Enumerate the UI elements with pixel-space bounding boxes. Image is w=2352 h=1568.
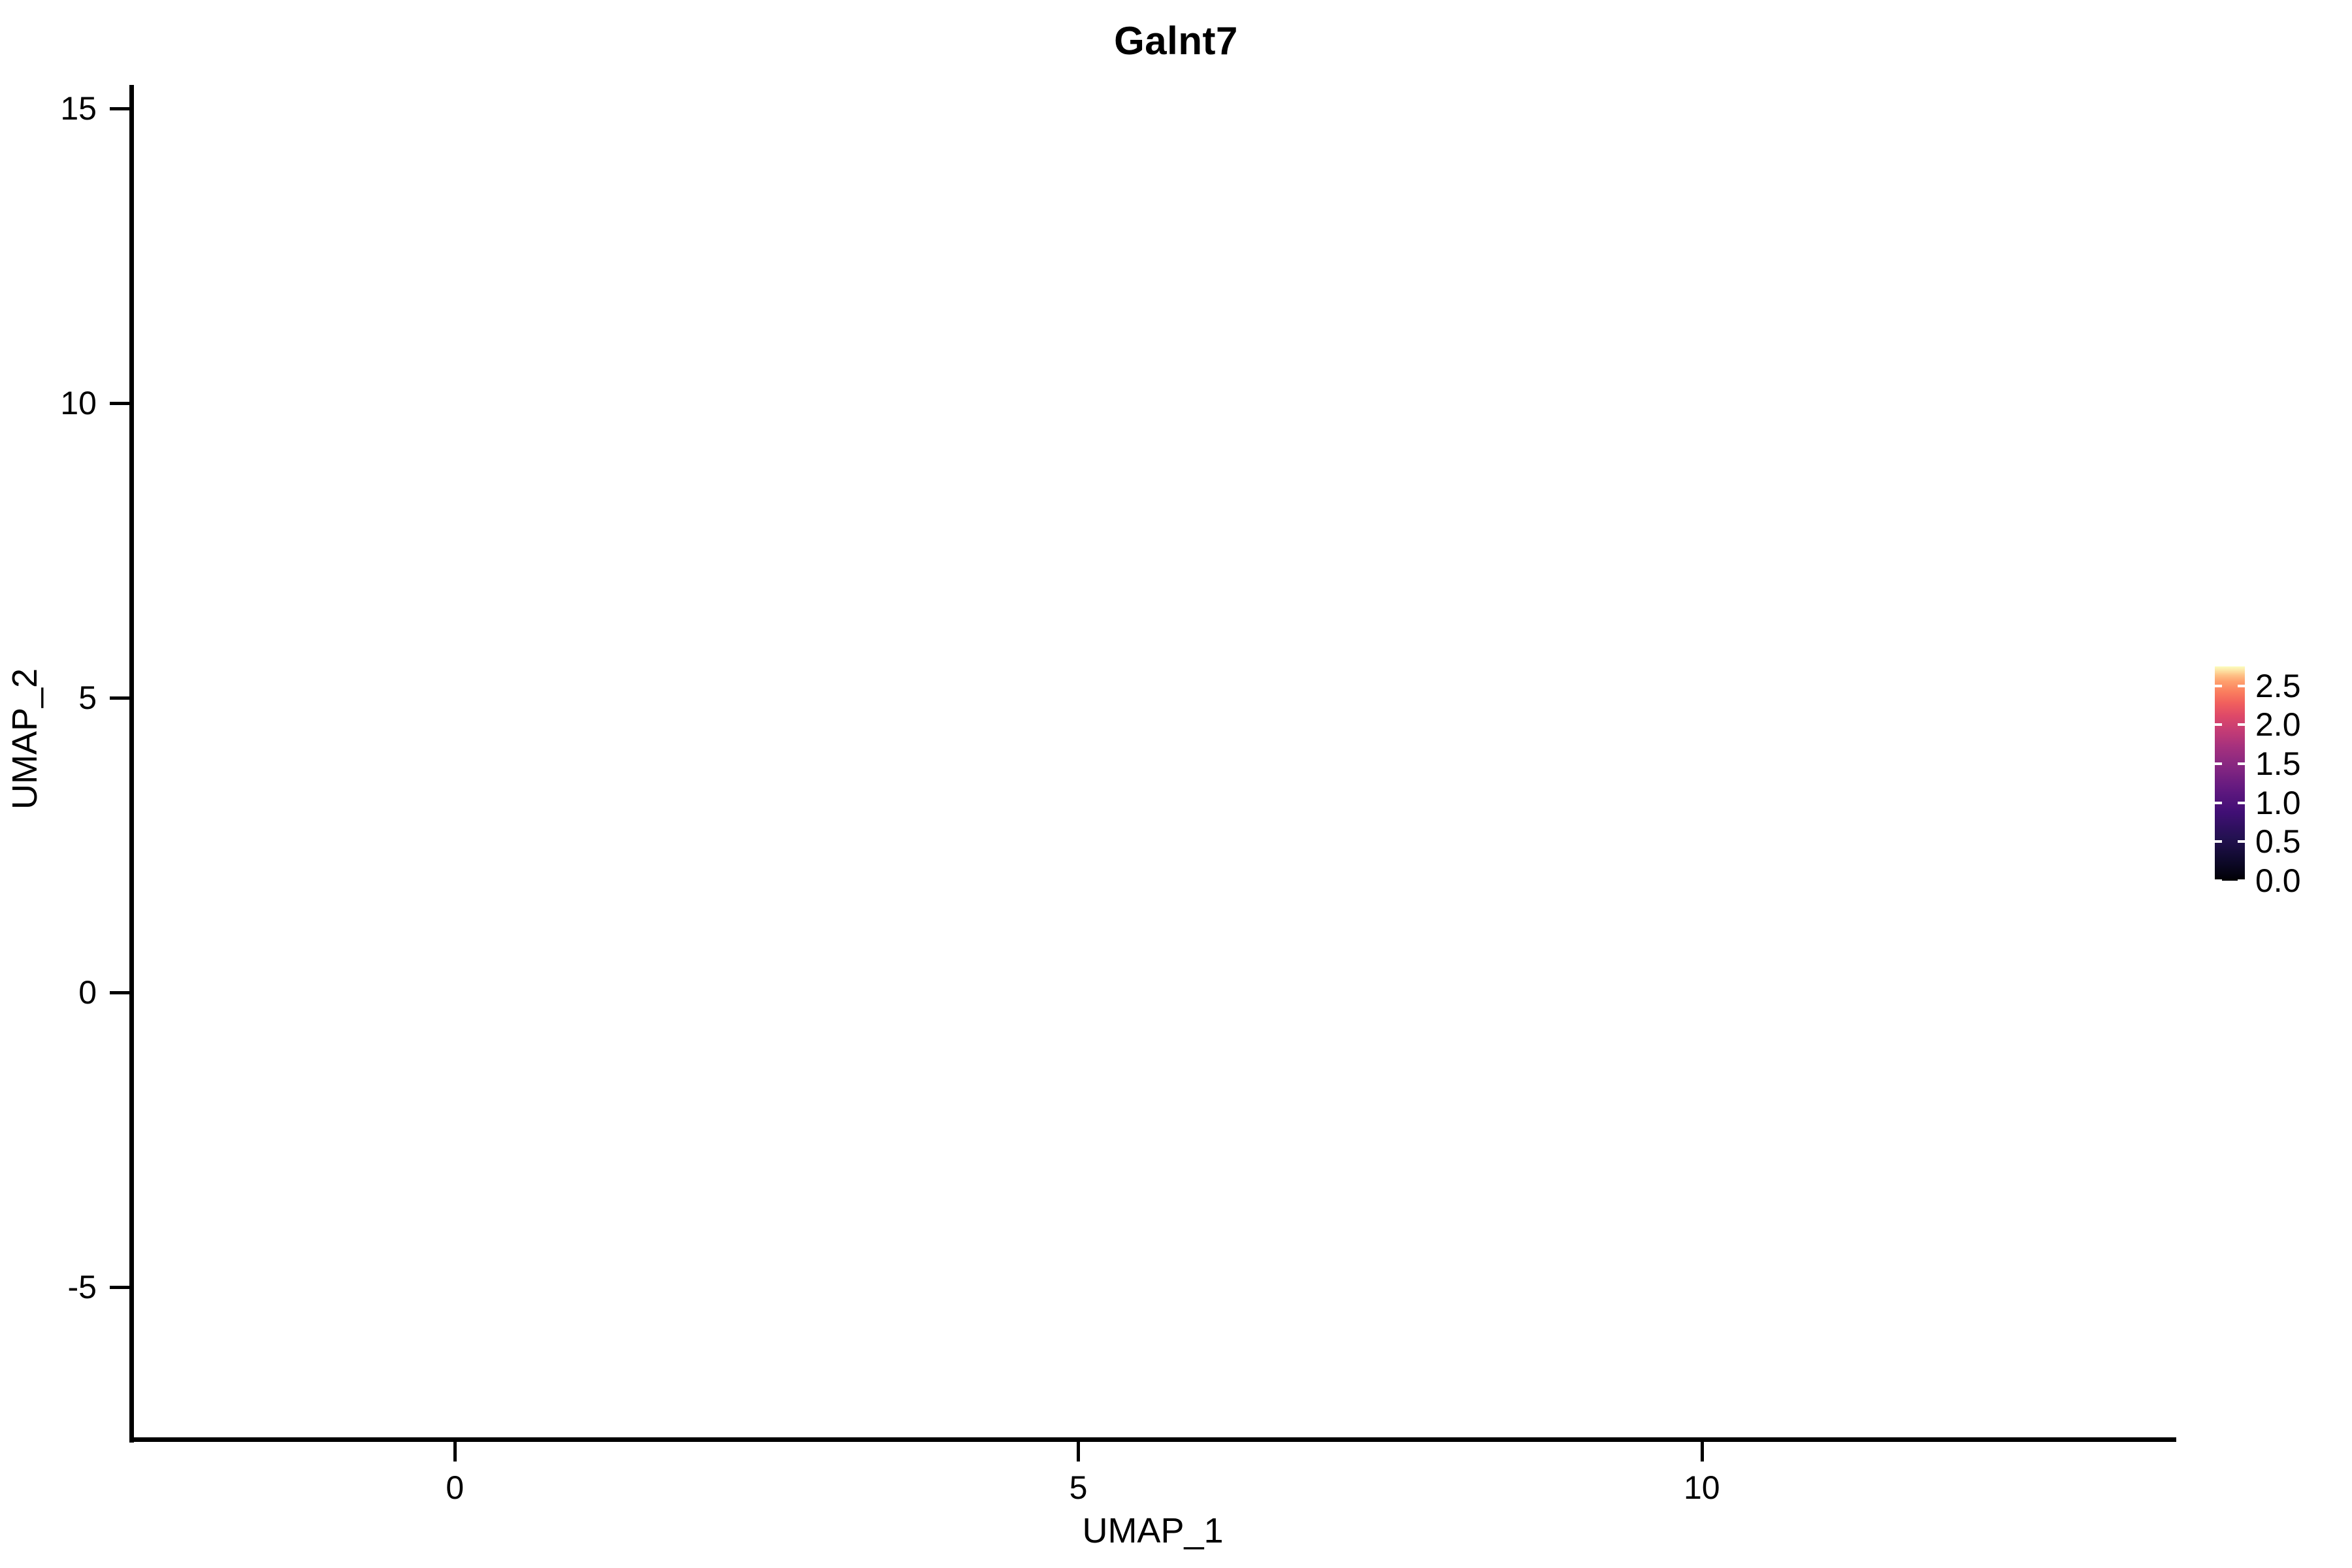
x-axis-label: UMAP_1 (1082, 1511, 1224, 1550)
x-axis-line (129, 1437, 2176, 1442)
colorbar-tick-mark (2238, 801, 2245, 804)
x-tick-mark (1077, 1442, 1081, 1462)
y-tick-mark (110, 107, 129, 111)
colorbar-tick-mark (2238, 684, 2245, 687)
x-tick-label: 5 (1069, 1469, 1088, 1506)
colorbar-tick-label: 2.5 (2255, 667, 2301, 704)
x-tick-mark (453, 1442, 457, 1462)
colorbar-tick-mark (2238, 879, 2245, 882)
colorbar-tick-mark (2238, 723, 2245, 727)
y-tick-label: 5 (78, 679, 97, 717)
colorbar-tick-mark (2215, 840, 2222, 843)
y-tick-mark (110, 1286, 129, 1290)
y-tick-label: 10 (60, 385, 97, 422)
colorbar-tick-mark (2215, 762, 2222, 766)
colorbar-tick-label: 0.0 (2255, 862, 2301, 899)
colorbar-tick-mark (2215, 684, 2222, 687)
y-tick-mark (110, 991, 129, 995)
colorbar-tick-label: 2.0 (2255, 706, 2301, 743)
colorbar-tick-mark (2238, 840, 2245, 843)
x-tick-label: 10 (1683, 1469, 1720, 1506)
y-tick-label: -5 (67, 1269, 97, 1306)
plot-panel (131, 85, 2176, 1441)
y-axis-line (129, 85, 134, 1443)
y-tick-label: 15 (60, 90, 97, 127)
colorbar-tick-mark (2215, 723, 2222, 727)
x-tick-label: 0 (446, 1469, 465, 1506)
colorbar-tick-label: 1.0 (2255, 784, 2301, 821)
y-axis-label: UMAP_2 (5, 668, 44, 810)
colorbar-tick-mark (2215, 801, 2222, 804)
colorbar-tick-mark (2215, 879, 2222, 882)
y-tick-label: 0 (78, 974, 97, 1011)
colorbar-tick-mark (2238, 762, 2245, 766)
colorbar-gradient (2215, 666, 2245, 881)
color-legend: 2.5 2.0 1.5 1.0 0.5 0.0 (2215, 666, 2339, 899)
page-title: Galnt7 (1114, 19, 1238, 63)
colorbar-tick-label: 0.5 (2255, 823, 2301, 860)
y-tick-mark (110, 402, 129, 406)
colorbar-tick-label: 1.5 (2255, 745, 2301, 783)
x-tick-mark (1700, 1442, 1704, 1462)
y-tick-mark (110, 696, 129, 700)
